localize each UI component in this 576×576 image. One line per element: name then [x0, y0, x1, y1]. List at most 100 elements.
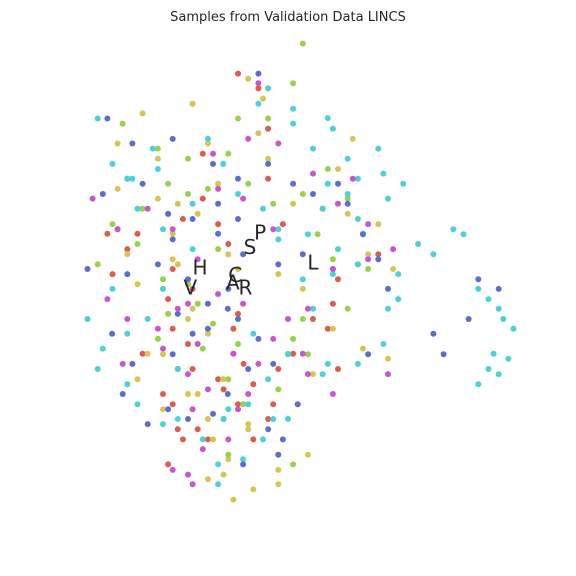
scatter-point: [275, 466, 282, 473]
scatter-point: [215, 246, 222, 253]
scatter-point: [385, 195, 391, 202]
scatter-point: [245, 75, 252, 82]
scatter-point: [189, 366, 196, 372]
scatter-point: [169, 401, 176, 408]
scatter-point: [185, 191, 191, 197]
scatter-point: [154, 166, 161, 172]
scatter-point: [255, 70, 262, 77]
scatter-point: [129, 175, 136, 182]
scatter-point: [495, 371, 502, 378]
scatter-point: [260, 205, 266, 212]
scatter-point: [174, 426, 181, 433]
scatter-point: [260, 436, 266, 443]
scatter-point: [169, 236, 176, 243]
scatter-point: [365, 256, 372, 263]
scatter-point: [335, 166, 341, 172]
scatter-point: [294, 401, 301, 408]
scatter-point: [189, 481, 196, 488]
scatter-point: [169, 135, 176, 142]
scatter-point: [265, 155, 272, 162]
scatter-point: [275, 366, 282, 372]
scatter-point: [310, 191, 316, 197]
scatter-point: [124, 251, 131, 258]
scatter-point: [139, 350, 146, 357]
scatter-point: [255, 80, 262, 87]
scatter-point: [220, 376, 227, 383]
scatter-point: [275, 271, 282, 278]
scatter-point: [304, 305, 311, 312]
scatter-point: [390, 266, 397, 272]
scatter-point: [114, 140, 121, 147]
scatter-point: [160, 276, 166, 283]
scatter-point: [169, 325, 176, 332]
scatter-point: [265, 426, 272, 433]
scatter-point: [270, 335, 277, 342]
scatter-point: [354, 360, 361, 367]
scatter-point: [224, 391, 231, 397]
scatter-point: [94, 366, 101, 372]
scatter-point: [275, 236, 282, 243]
scatter-point: [255, 335, 262, 342]
scatter-point: [265, 416, 272, 422]
scatter-point: [430, 251, 437, 258]
scatter-point: [245, 180, 252, 187]
scatter-point: [324, 180, 331, 187]
scatter-point: [144, 316, 151, 322]
scatter-point: [290, 350, 297, 357]
scatter-point: [304, 451, 311, 458]
scatter-point: [230, 350, 237, 357]
scatter-point: [109, 330, 116, 337]
scatter-point: [124, 175, 131, 182]
scatter-point: [204, 330, 211, 337]
scatter-point: [129, 360, 136, 367]
chart-title: Samples from Validation Data LINCS: [170, 10, 406, 25]
scatter-point: [500, 316, 507, 322]
scatter-point: [215, 185, 222, 192]
scatter-point: [109, 271, 116, 278]
scatter-point: [104, 115, 111, 122]
centroid-label: H: [192, 256, 207, 280]
scatter-point: [335, 366, 341, 372]
scatter-point: [485, 366, 492, 372]
scatter-point: [215, 291, 222, 297]
scatter-point: [485, 296, 492, 303]
scatter-point: [335, 200, 341, 207]
centroid-label: R: [238, 275, 252, 299]
scatter-point: [344, 200, 351, 207]
scatter-point: [245, 135, 252, 142]
scatter-point: [215, 180, 222, 187]
scatter-point: [465, 316, 472, 322]
scatter-point: [204, 300, 211, 307]
scatter-point: [144, 350, 151, 357]
scatter-point: [450, 226, 457, 233]
scatter-point: [310, 145, 316, 152]
scatter-point: [240, 300, 247, 307]
scatter-point: [215, 221, 222, 228]
scatter-point: [475, 276, 482, 283]
scatter-point: [235, 401, 241, 408]
scatter-point: [99, 345, 106, 352]
scatter-point: [220, 160, 227, 167]
scatter-point: [144, 205, 151, 212]
scatter-point: [124, 246, 131, 253]
scatter-point: [104, 230, 111, 237]
scatter-point: [304, 231, 311, 238]
scatter-point: [174, 366, 181, 372]
scatter-point: [270, 200, 277, 207]
scatter-point: [360, 231, 366, 238]
scatter-point: [430, 330, 437, 337]
scatter-point: [169, 351, 176, 358]
scatter-point: [335, 246, 341, 253]
scatter-point: [365, 266, 372, 272]
scatter-point: [160, 406, 166, 413]
scatter-point: [329, 300, 336, 307]
scatter-point: [160, 345, 166, 352]
scatter-point: [235, 341, 241, 347]
scatter-point: [360, 345, 366, 352]
centroid-label: A: [226, 270, 240, 294]
scatter-point: [270, 401, 277, 408]
scatter-point: [194, 391, 201, 397]
scatter-point: [230, 496, 237, 503]
scatter-point: [240, 401, 247, 408]
